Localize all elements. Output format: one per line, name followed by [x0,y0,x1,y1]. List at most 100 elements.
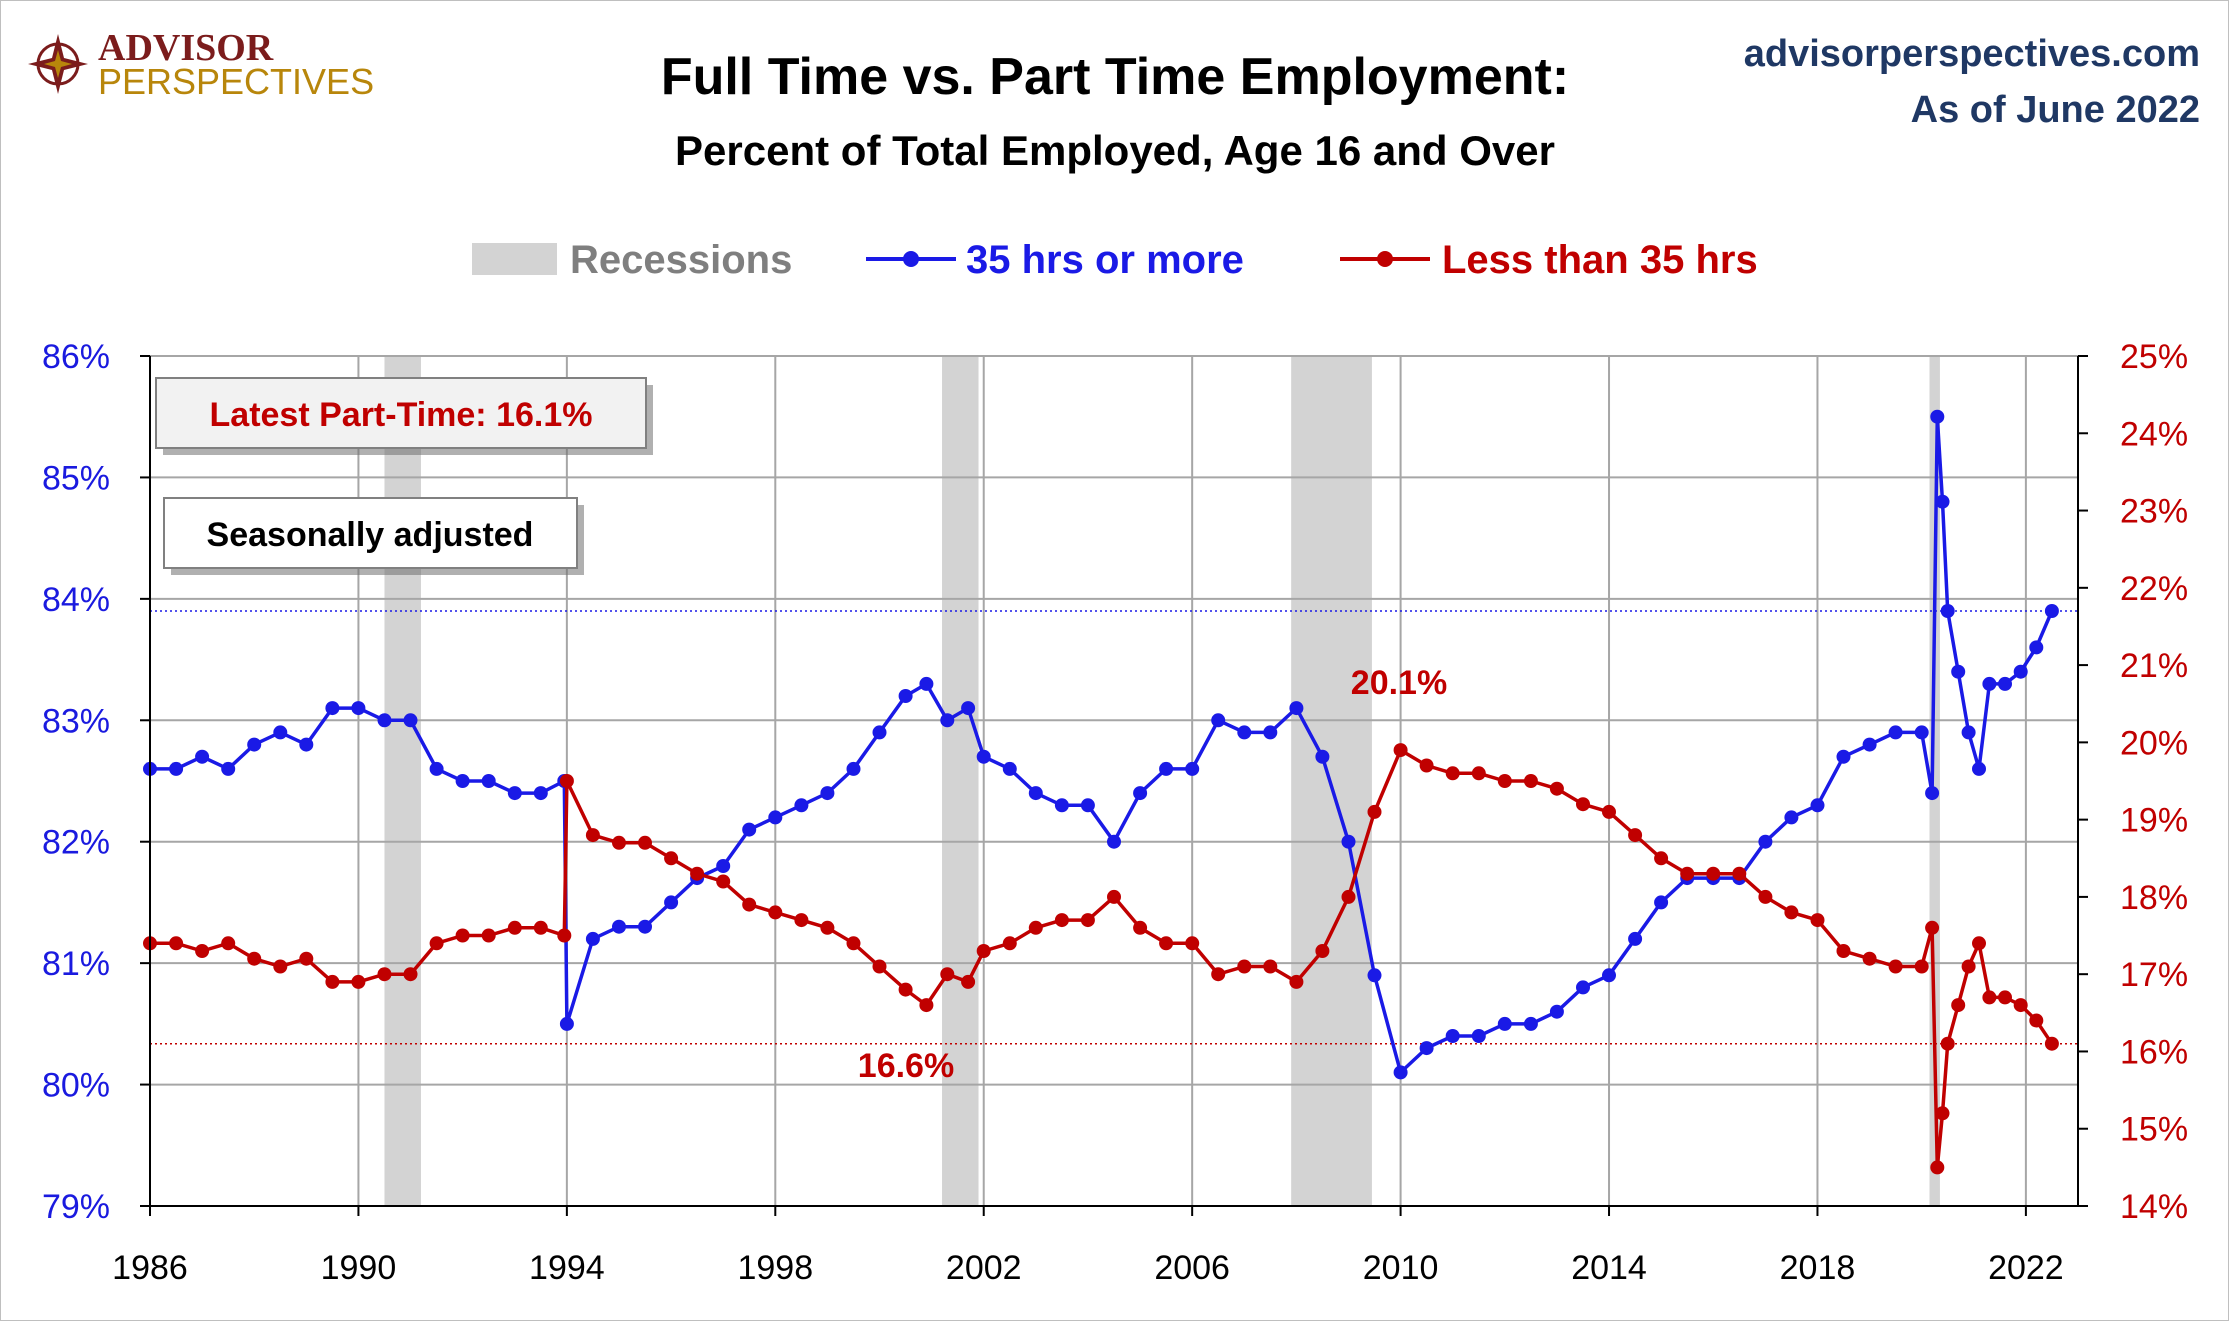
full-time-point [1107,834,1121,849]
part-time-point [1602,804,1616,819]
part-time-point [403,967,418,982]
part-time-point [612,835,626,850]
part-time-point [664,851,679,866]
full-time-point [1935,494,1950,509]
full-time-point [961,701,976,716]
full-time-point [1951,664,1966,679]
part-time-point [247,951,262,966]
part-time-point [557,928,572,943]
latest-part-time-box: Latest Part-Time: 16.1% [155,377,653,455]
full-time-point [940,713,955,728]
part-time-point [1393,743,1408,758]
seasonally-adjusted-text: Seasonally adjusted [207,516,534,554]
y-right-tick-label: 14% [2120,1188,2188,1226]
full-time-point [1758,834,1773,849]
full-time-point [507,786,522,801]
part-time-point [1263,959,1278,974]
full-time-point [2029,640,2044,655]
x-tick-label: 2010 [1363,1249,1439,1287]
part-time-point [898,982,913,997]
part-time-point [1523,774,1538,788]
part-time-point [1862,951,1877,966]
part-time-point [1925,920,1940,935]
part-time-point [1289,974,1304,989]
full-time-point [1002,761,1017,776]
full-time-point [1367,968,1382,983]
part-time-point [1133,920,1148,935]
part-time-point [377,967,392,982]
series-layer [143,409,2059,1175]
part-time-point [742,897,757,912]
y-right-tick-label: 19% [2120,802,2188,840]
full-time-point [1930,409,1945,424]
full-time-point [2044,604,2059,618]
full-time-point [1862,737,1877,752]
full-time-point [1471,1029,1486,1043]
legend-recession-swatch [472,243,557,275]
full-time-point [1810,798,1825,813]
part-time-point [2029,1013,2044,1028]
full-time-point [1549,1004,1564,1019]
part-time-point [1951,998,1966,1013]
part-time-point [1888,959,1903,974]
part-time-point [638,835,652,850]
full-time-point [351,701,366,716]
part-time-point [1758,889,1773,904]
logo-line1: ADVISOR [98,27,274,69]
part-time-point [1471,766,1486,781]
full-time-point [919,676,934,691]
full-time-point [1263,725,1278,740]
part-time-point [169,936,184,951]
part-time-point [1185,936,1200,951]
part-time-point [1998,990,2012,1005]
full-time-point [1237,725,1252,740]
part-time-point [1914,959,1929,974]
full-time-point [898,689,913,703]
x-tick-label: 1990 [321,1249,397,1287]
part-time-point [195,944,210,958]
full-time-point [1576,980,1590,995]
part-time-point [1445,766,1460,781]
part-time-point [559,774,574,788]
x-tick-label: 2022 [1988,1249,2064,1287]
seasonally-adjusted-box: Seasonally adjusted [163,497,584,575]
x-tick-label: 2018 [1780,1249,1856,1287]
part-time-point [1367,804,1382,819]
y-right-tick-label: 21% [2120,647,2188,685]
full-time-point [559,1016,574,1031]
x-tick-label: 2014 [1571,1249,1647,1287]
y-right-tick-label: 20% [2120,724,2188,762]
part-time-point [1732,866,1747,881]
full-time-point [1784,810,1799,825]
y-left-tick-label: 80% [42,1067,110,1105]
full-time-point [195,749,210,764]
full-time-point [247,737,262,752]
full-time-point [221,761,236,776]
full-time-point [429,761,444,776]
part-time-point [429,936,444,951]
full-time-point [1054,798,1069,813]
full-time-point [377,713,392,728]
full-time-point [976,749,991,764]
full-time-point [1602,968,1616,983]
y-right-tick-label: 22% [2120,570,2188,608]
part-time-point [1419,758,1434,773]
part-time-point [1576,797,1590,812]
part-time-point [1497,774,1512,788]
as-of-label: As of June 2022 [1911,89,2200,131]
compass-rose-icon [28,34,88,94]
recession-band [384,356,421,1206]
chart-subtitle: Percent of Total Employed, Age 16 and Ov… [675,127,1555,174]
part-time-point [716,874,731,889]
part-time-point [794,913,809,928]
full-time-point [1028,786,1043,801]
part-time-point [1341,889,1356,904]
part-time-point [768,905,783,920]
chart-title: Full Time vs. Part Time Employment: [661,48,1569,106]
part-time-point [1836,944,1851,958]
part-time-point [299,951,314,966]
part-time-point [1935,1106,1950,1121]
low-label: 16.6% [858,1047,954,1085]
